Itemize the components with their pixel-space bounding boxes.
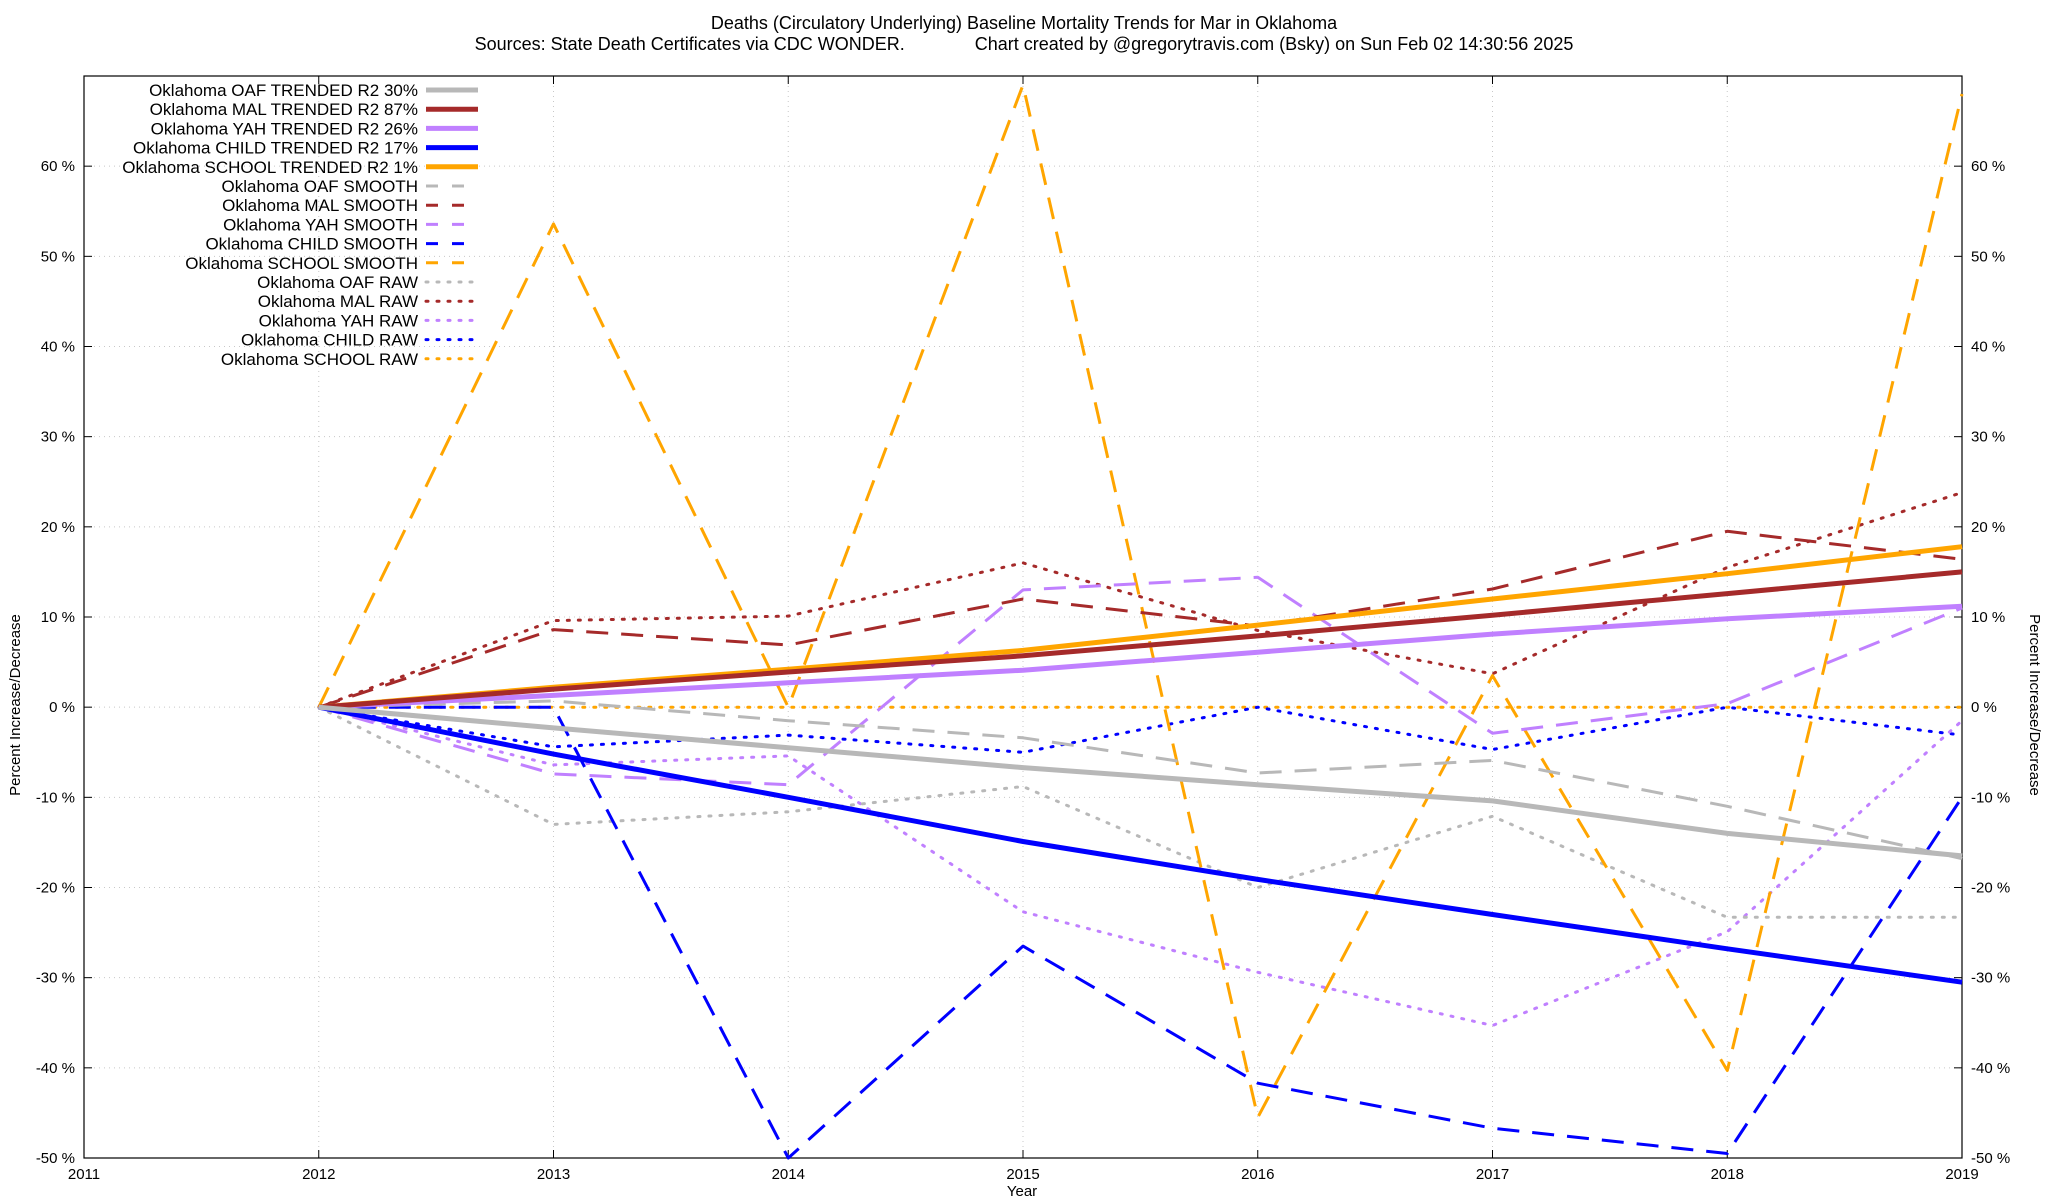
- y2-tick-label: -10 %: [1971, 789, 2010, 806]
- y2-tick-label: 40 %: [1971, 339, 2005, 356]
- y2-tick-label: 0 %: [1971, 699, 1997, 716]
- y-tick-label: -40 %: [36, 1060, 75, 1077]
- axis-ticks: 2011 2012 2013 2014 2015 2016 2017 2018 2019-50 …: [36, 76, 2010, 1183]
- y2-tick-label: -40 %: [1971, 1060, 2010, 1077]
- x-tick-label: 2011: [68, 1166, 100, 1183]
- x-tick-label: 2014: [772, 1166, 805, 1183]
- y-tick-label: 60 %: [41, 158, 75, 175]
- y-tick-label: -30 %: [36, 970, 75, 987]
- x-tick-label: 2018: [1711, 1166, 1744, 1183]
- y2-tick-label: -30 %: [1971, 970, 2010, 987]
- legend-label: Oklahoma OAF SMOOTH: [222, 177, 418, 196]
- y-tick-label: 30 %: [41, 429, 75, 446]
- series-lines: [317, 83, 1964, 1160]
- series-line-oklahoma-yah-trended-r2-26: [318, 603, 1963, 710]
- legend-label: Oklahoma SCHOOL RAW: [221, 350, 418, 369]
- series-line-oklahoma-yah-raw: [317, 705, 1964, 1027]
- y-tick-label: -50 %: [36, 1150, 75, 1167]
- legend-label: Oklahoma SCHOOL TRENDED R2 1%: [122, 158, 418, 177]
- series-line-oklahoma-school-trended-r2-1: [318, 544, 1963, 710]
- y2-tick-label: 30 %: [1971, 429, 2005, 446]
- series-line-oklahoma-mal-raw: [317, 491, 1964, 709]
- y2-tick-label: 10 %: [1971, 609, 2005, 626]
- series-line-oklahoma-yah-smooth: [318, 575, 1963, 787]
- series-line-oklahoma-school-smooth: [317, 83, 1964, 1119]
- y2-tick-label: 50 %: [1971, 248, 2005, 265]
- series-line-oklahoma-mal-smooth: [318, 529, 1963, 709]
- y2-tick-label: 20 %: [1971, 519, 2005, 536]
- y-tick-label: -10 %: [36, 789, 75, 806]
- chart-subtitle: Sources: State Death Certificates via CD…: [475, 34, 1574, 54]
- series-line-oklahoma-child-trended-r2-17: [318, 704, 1963, 985]
- y2-tick-label: 60 %: [1971, 158, 2005, 175]
- legend-label: Oklahoma CHILD SMOOTH: [205, 235, 418, 254]
- x-axis-label: Year: [1007, 1183, 1037, 1200]
- x-tick-label: 2016: [1241, 1166, 1274, 1183]
- series-line-oklahoma-oaf-raw: [317, 705, 1964, 919]
- series-line-oklahoma-mal-trended-r2-87: [318, 569, 1963, 710]
- y2-tick-label: -20 %: [1971, 880, 2010, 897]
- chart-title: Deaths (Circulatory Underlying) Baseline…: [711, 13, 1338, 33]
- x-tick-label: 2013: [537, 1166, 570, 1183]
- legend-label: Oklahoma MAL SMOOTH: [222, 196, 418, 215]
- y-tick-label: -20 %: [36, 880, 75, 897]
- legend-label: Oklahoma YAH RAW: [259, 311, 418, 330]
- x-tick-label: 2019: [1945, 1166, 1978, 1183]
- y-tick-label: 0 %: [49, 699, 75, 716]
- y-axis-label: Percent Increase/Decrease: [7, 614, 24, 796]
- legend-label: Oklahoma CHILD TRENDED R2 17%: [133, 139, 418, 158]
- y2-axis-label: Percent Increase/Decrease: [2026, 614, 2043, 796]
- y-tick-label: 40 %: [41, 339, 75, 356]
- series-line-oklahoma-child-raw: [317, 705, 1964, 754]
- x-tick-label: 2015: [1006, 1166, 1039, 1183]
- legend-label: Oklahoma YAH SMOOTH: [223, 215, 418, 234]
- legend-label: Oklahoma MAL TRENDED R2 87%: [150, 100, 418, 119]
- legend: Oklahoma OAF TRENDED R2 30%Oklahoma MAL …: [122, 81, 480, 369]
- legend-label: Oklahoma OAF TRENDED R2 30%: [149, 81, 418, 100]
- series-line-oklahoma-oaf-smooth: [318, 699, 1963, 861]
- legend-label: Oklahoma YAH TRENDED R2 26%: [151, 119, 418, 138]
- legend-label: Oklahoma CHILD RAW: [241, 331, 418, 350]
- legend-label: Oklahoma MAL RAW: [258, 292, 418, 311]
- y2-tick-label: -50 %: [1971, 1150, 2010, 1167]
- series-line-oklahoma-oaf-trended-r2-30: [318, 704, 1963, 859]
- legend-label: Oklahoma SCHOOL SMOOTH: [185, 254, 418, 273]
- x-tick-label: 2012: [302, 1166, 335, 1183]
- x-tick-label: 2017: [1476, 1166, 1509, 1183]
- y-tick-label: 50 %: [41, 248, 75, 265]
- series-line-oklahoma-child-smooth: [318, 705, 1964, 1160]
- y-tick-label: 10 %: [41, 609, 75, 626]
- legend-label: Oklahoma OAF RAW: [257, 273, 418, 292]
- y-tick-label: 20 %: [41, 519, 75, 536]
